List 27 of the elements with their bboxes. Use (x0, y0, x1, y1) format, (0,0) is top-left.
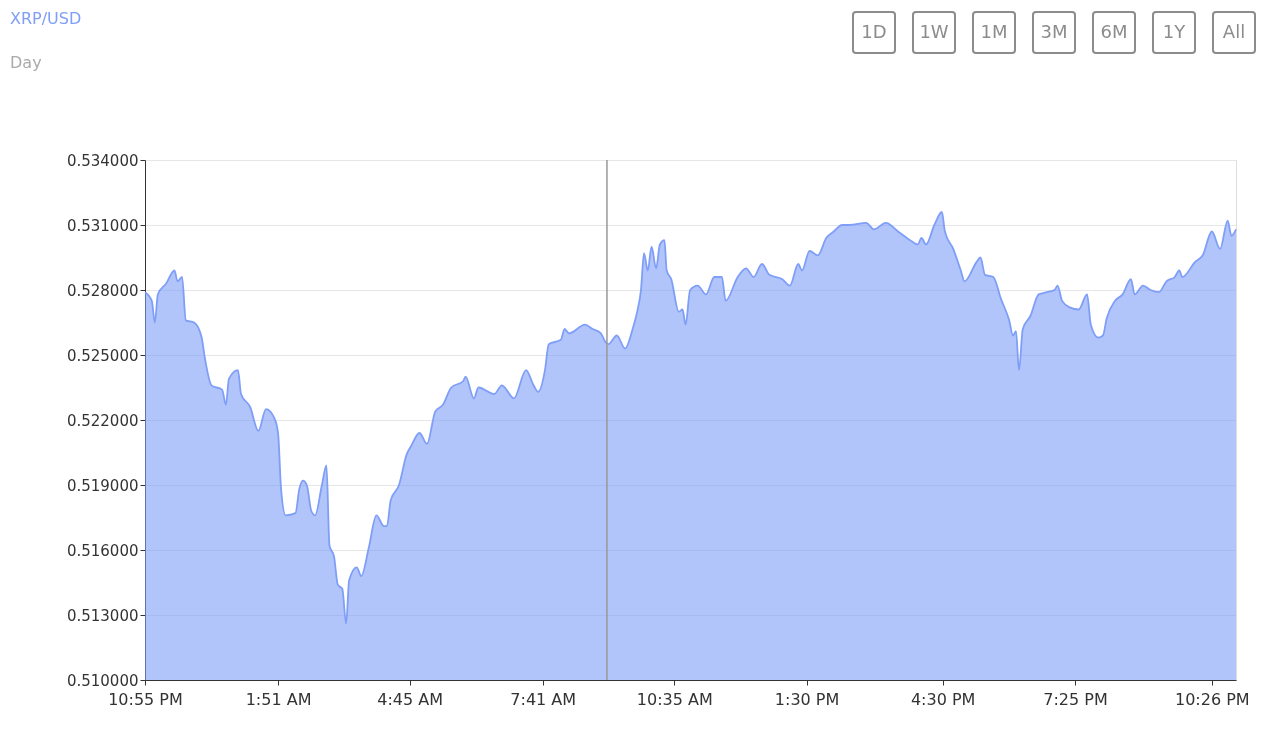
x-tick-label: 10:35 AM (636, 689, 713, 709)
y-tick-label: 0.513000 (66, 606, 139, 625)
x-tick-label: 7:41 AM (510, 689, 577, 709)
x-tick-label: 4:45 AM (377, 689, 444, 709)
y-tick-label: 0.534000 (66, 151, 139, 170)
chart-title: XRP/USD (10, 9, 82, 28)
x-tick-label: 10:26 PM (1174, 689, 1250, 709)
y-tick-label: 0.510000 (66, 671, 139, 690)
text: 1W (919, 21, 949, 42)
y-tick-label: 0.519000 (66, 476, 139, 495)
x-tick-label: 7:25 PM (1043, 689, 1108, 709)
y-tick-label: 0.531000 (66, 216, 139, 235)
x-tick-label: 1:30 PM (774, 689, 840, 709)
y-tick-label: 0.525000 (66, 346, 139, 365)
y-tick-label: 0.522000 (66, 411, 139, 430)
y-tick-label: 0.516000 (66, 541, 139, 560)
text: 1M (980, 21, 1008, 42)
x-tick-label: 1:51 AM (245, 689, 312, 709)
x-tick-label: 10:55 PM (108, 689, 183, 709)
y-tick-label: 0.528000 (66, 281, 139, 300)
text: 1D (861, 21, 887, 42)
x-tick-label: 4:30 PM (910, 689, 976, 709)
text: 3M (1040, 21, 1068, 42)
text: 1Y (1162, 21, 1187, 42)
chart-subtitle: Day (10, 53, 42, 72)
text: All (1222, 21, 1246, 42)
text: 6M (1100, 21, 1128, 42)
